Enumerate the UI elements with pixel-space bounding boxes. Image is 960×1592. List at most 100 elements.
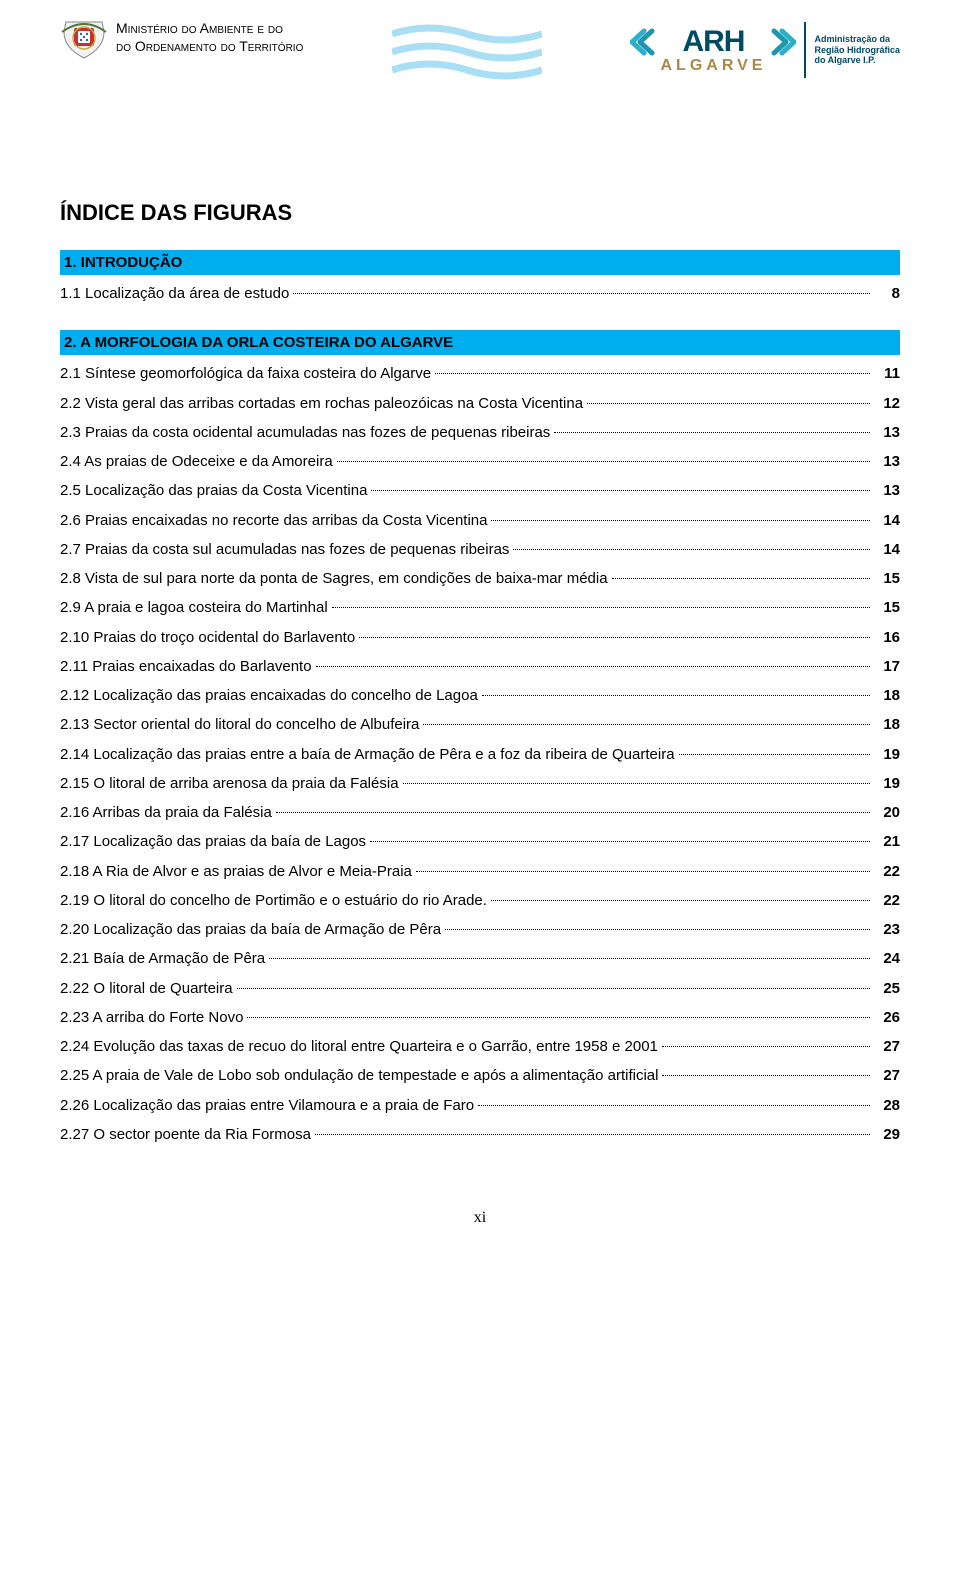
toc-label: 2.9 A praia e lagoa costeira do Martinha… <box>60 593 328 622</box>
toc-label: 2.20 Localização das praias da baía de A… <box>60 915 441 944</box>
toc-row: 2.3 Praias da costa ocidental acumuladas… <box>60 418 900 447</box>
toc-page: 14 <box>874 535 900 564</box>
toc-label: 2.4 As praias de Odeceixe e da Amoreira <box>60 447 333 476</box>
toc-page: 15 <box>874 593 900 622</box>
toc-dots <box>423 724 870 725</box>
toc-dots <box>332 607 870 608</box>
arh-logo: ARH ALGARVE <box>630 25 796 75</box>
toc-row: 2.5 Localização das praias da Costa Vice… <box>60 476 900 505</box>
toc-dots <box>276 812 870 813</box>
toc-dots <box>416 871 870 872</box>
toc-dots <box>554 432 870 433</box>
toc-page: 12 <box>874 389 900 418</box>
toc-dots <box>662 1075 870 1076</box>
toc-page: 26 <box>874 1003 900 1032</box>
toc-dots <box>679 754 870 755</box>
toc-label: 2.26 Localização das praias entre Vilamo… <box>60 1091 474 1120</box>
toc-dots <box>445 929 870 930</box>
toc-page: 27 <box>874 1061 900 1090</box>
toc-page: 11 <box>874 359 900 388</box>
toc-dots <box>359 637 870 638</box>
toc-label: 2.11 Praias encaixadas do Barlavento <box>60 652 312 681</box>
toc-page: 20 <box>874 798 900 827</box>
toc-page: 24 <box>874 944 900 973</box>
toc-row: 2.25 A praia de Vale de Lobo sob ondulaç… <box>60 1061 900 1090</box>
toc-page: 19 <box>874 740 900 769</box>
vertical-divider <box>804 22 806 78</box>
toc-dots <box>491 520 870 521</box>
toc-row: 2.7 Praias da costa sul acumuladas nas f… <box>60 535 900 564</box>
toc-page: 19 <box>874 769 900 798</box>
toc-label: 2.10 Praias do troço ocidental do Barlav… <box>60 623 355 652</box>
arrow-right-icon <box>748 27 796 57</box>
toc-page: 13 <box>874 447 900 476</box>
toc-dots <box>293 293 870 294</box>
algarve-text: ALGARVE <box>660 57 766 75</box>
toc-row: 2.13 Sector oriental do litoral do conce… <box>60 710 900 739</box>
toc-row: 2.4 As praias de Odeceixe e da Amoreira 1… <box>60 447 900 476</box>
toc-page: 22 <box>874 857 900 886</box>
toc-row: 2.9 A praia e lagoa costeira do Martinha… <box>60 593 900 622</box>
toc-dots <box>491 900 870 901</box>
toc-dots <box>478 1105 870 1106</box>
toc-label: 2.21 Baía de Armação de Pêra <box>60 944 265 973</box>
toc-label: 2.12 Localização das praias encaixadas d… <box>60 681 478 710</box>
coat-of-arms-icon <box>60 18 108 60</box>
toc-dots <box>269 958 870 959</box>
toc-row: 2.14 Localização das praias entre a baía… <box>60 740 900 769</box>
toc-label: 2.24 Evolução das taxas de recuo do lito… <box>60 1032 658 1061</box>
ministry-text: Ministério do Ambiente e do do Ordenamen… <box>116 18 303 55</box>
toc-label: 2.17 Localização das praias da baía de L… <box>60 827 366 856</box>
toc-label: 2.15 O litoral de arriba arenosa da prai… <box>60 769 399 798</box>
toc-dots <box>371 490 870 491</box>
toc-page: 21 <box>874 827 900 856</box>
toc-dots <box>316 666 870 667</box>
toc-dots <box>370 841 870 842</box>
ministry-line1: Ministério do Ambiente e do <box>116 20 303 38</box>
toc-row: 2.2 Vista geral das arribas cortadas em … <box>60 389 900 418</box>
toc-row: 2.16 Arribas da praia da Falésia20 <box>60 798 900 827</box>
toc-dots <box>403 783 870 784</box>
toc-label: 2.2 Vista geral das arribas cortadas em … <box>60 389 583 418</box>
toc-page: 25 <box>874 974 900 1003</box>
toc-row: 2.12 Localização das praias encaixadas d… <box>60 681 900 710</box>
toc-page: 13 <box>874 418 900 447</box>
page: Ministério do Ambiente e do do Ordenamen… <box>0 0 960 1592</box>
toc-label: 2.7 Praias da costa sul acumuladas nas f… <box>60 535 509 564</box>
admin-text: Administração da Região Hidrográfica do … <box>814 34 900 65</box>
toc-dots <box>337 461 870 462</box>
toc-label: 2.22 O litoral de Quarteira <box>60 974 233 1003</box>
arh-top: ARH <box>630 25 796 59</box>
toc-row: 2.22 O litoral de Quarteira 25 <box>60 974 900 1003</box>
toc-label: 2.19 O litoral do concelho de Portimão e… <box>60 886 487 915</box>
toc-row: 2.15 O litoral de arriba arenosa da prai… <box>60 769 900 798</box>
toc-label: 2.25 A praia de Vale de Lobo sob ondulaç… <box>60 1061 658 1090</box>
page-title: ÍNDICE DAS FIGURAS <box>60 200 900 226</box>
toc-label: 2.14 Localização das praias entre a baía… <box>60 740 675 769</box>
toc-dots <box>315 1134 870 1135</box>
waves-icon <box>392 20 542 80</box>
header-right: ARH ALGARVE Administração da Região Hidr… <box>630 22 900 78</box>
toc-label: 2.18 A Ria de Alvor e as praias de Alvor… <box>60 857 412 886</box>
toc-page: 16 <box>874 623 900 652</box>
toc-row: 2.27 O sector poente da Ria Formosa29 <box>60 1120 900 1149</box>
toc-dots <box>587 403 870 404</box>
toc-page: 29 <box>874 1120 900 1149</box>
toc-page: 23 <box>874 915 900 944</box>
admin-line2: Região Hidrográfica <box>814 45 900 55</box>
toc-dots <box>247 1017 870 1018</box>
toc-row: 2.17 Localização das praias da baía de L… <box>60 827 900 856</box>
toc-label: 2.13 Sector oriental do litoral do conce… <box>60 710 419 739</box>
arh-text: ARH <box>682 25 744 59</box>
page-header: Ministério do Ambiente e do do Ordenamen… <box>60 18 900 80</box>
toc-page: 15 <box>874 564 900 593</box>
toc-page: 22 <box>874 886 900 915</box>
toc-page: 28 <box>874 1091 900 1120</box>
toc-row: 2.10 Praias do troço ocidental do Barlav… <box>60 623 900 652</box>
page-number: xi <box>60 1209 900 1227</box>
toc-row: 2.26 Localização das praias entre Vilamo… <box>60 1091 900 1120</box>
toc-label: 2.8 Vista de sul para norte da ponta de … <box>60 564 608 593</box>
toc-label: 2.1 Síntese geomorfológica da faixa cost… <box>60 359 431 388</box>
toc-row: 2.6 Praias encaixadas no recorte das arr… <box>60 506 900 535</box>
toc-dots <box>237 988 870 989</box>
